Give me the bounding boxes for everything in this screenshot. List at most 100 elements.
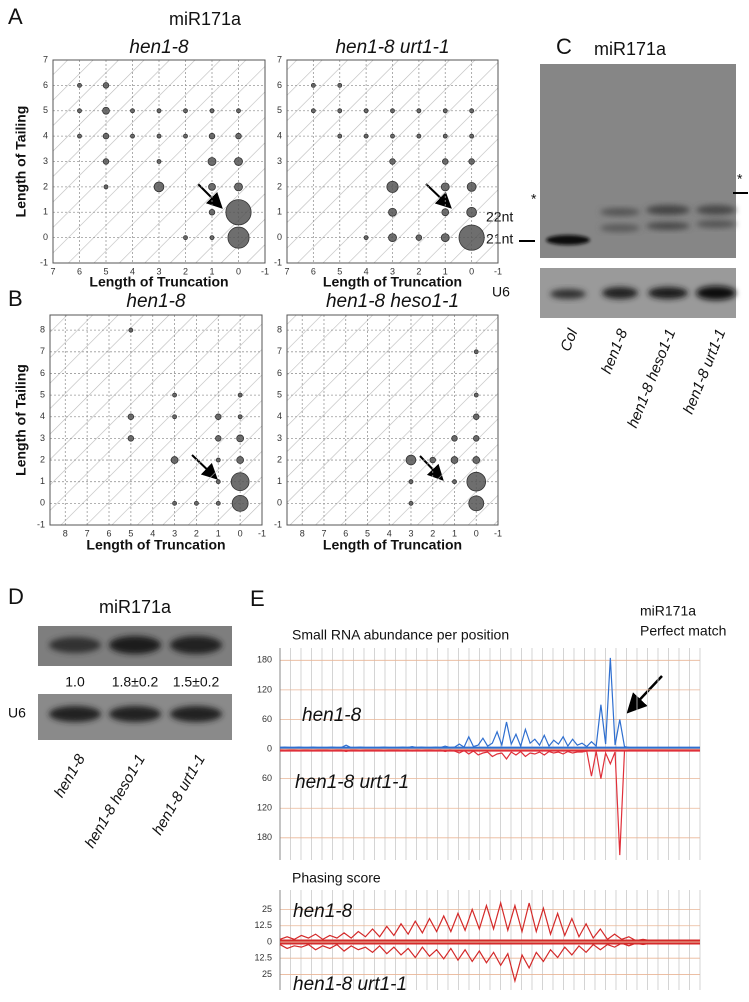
- x-tick-label: 1: [452, 528, 457, 538]
- bubble: [386, 180, 399, 193]
- y-tick-label: 7: [43, 54, 48, 64]
- annotation: miR171a: [640, 603, 696, 619]
- bubble: [442, 133, 448, 139]
- bubble: [194, 500, 199, 506]
- y-axis-label: Length of Tailing: [13, 364, 29, 476]
- bubble: [363, 108, 369, 114]
- band: [648, 287, 688, 299]
- plot: 25 12.5 0 12.5 25 hen1-8 hen1-8 urt1-1 Phasing …: [254, 870, 701, 995]
- series-line: [279, 749, 700, 856]
- plot: 8 7 6 5 4 3 2 1 0 -1 -1 0 1 2 3 4 5 6 7 8 hen1-8 Length of Tr…: [13, 291, 266, 553]
- bubble: [127, 435, 135, 442]
- bubble: [472, 456, 481, 464]
- plot-frame: [286, 59, 499, 264]
- y-tick-label: -1: [274, 519, 282, 529]
- y-tick-label: 6: [43, 80, 48, 90]
- bubble: [440, 182, 450, 192]
- bubble: [450, 456, 459, 464]
- bubble: [388, 233, 397, 243]
- bubble: [405, 454, 417, 466]
- bubble: [156, 159, 162, 164]
- y-tick-label: 25: [262, 904, 272, 914]
- x-tick-label: 3: [172, 528, 177, 538]
- series-label: hen1-8 urt1-1: [293, 974, 407, 995]
- band: [170, 636, 222, 654]
- bubble: [408, 500, 414, 506]
- y-tick-label: 12.5: [254, 920, 272, 930]
- x-tick-label: -1: [494, 528, 502, 538]
- bubble: [416, 108, 422, 114]
- x-tick-label: 5: [103, 266, 108, 276]
- x-tick-label: 4: [130, 266, 135, 276]
- x-axis-label: Length of Truncation: [86, 537, 225, 553]
- y-tick-label: 8: [277, 325, 282, 335]
- y-tick-label: 3: [277, 156, 282, 166]
- x-tick-label: 0: [474, 528, 479, 538]
- x-tick-label: 7: [50, 266, 55, 276]
- bubble: [234, 157, 243, 166]
- y-tick-label: -1: [40, 257, 48, 267]
- bubble: [215, 500, 221, 506]
- hatch: [50, 315, 262, 525]
- bubble: [416, 133, 422, 139]
- band: [546, 235, 590, 245]
- bubble: [236, 108, 241, 114]
- bubble: [310, 82, 316, 88]
- bubble: [237, 392, 243, 398]
- bubble: [441, 208, 450, 217]
- bubble: [183, 235, 188, 241]
- lane-label: Col: [557, 326, 581, 354]
- y-tick-label: 7: [277, 54, 282, 64]
- bubble: [440, 233, 450, 243]
- y-tick-label: 0: [267, 936, 272, 946]
- x-tick-label: 4: [150, 528, 155, 538]
- x-tick-label: 2: [194, 528, 199, 538]
- bubble: [170, 456, 179, 464]
- y-tick-label: 0: [43, 232, 48, 242]
- hatch: [287, 315, 498, 525]
- x-tick-label: 0: [236, 266, 241, 276]
- y-tick-label: -1: [274, 257, 282, 267]
- y-tick-label: 120: [257, 803, 272, 813]
- bubble: [473, 349, 479, 355]
- x-tick-label: 0: [469, 266, 474, 276]
- bubble: [156, 108, 162, 114]
- x-tick-label: 5: [337, 266, 342, 276]
- lane-label: hen1-8: [598, 326, 632, 376]
- y-tick-label: 5: [277, 105, 282, 115]
- bubble: [310, 108, 316, 114]
- quantification: 1.5±0.2: [173, 674, 220, 690]
- bubble: [215, 479, 221, 485]
- bubble: [183, 108, 188, 114]
- y-tick-label: 6: [40, 368, 45, 378]
- bubble: [103, 184, 109, 190]
- series-line: [279, 657, 700, 749]
- bubble: [128, 327, 134, 333]
- bubble: [363, 133, 369, 139]
- band: [696, 205, 736, 215]
- x-tick-label: 2: [430, 528, 435, 538]
- bubble: [215, 457, 221, 463]
- bubble: [469, 133, 475, 139]
- band: [109, 706, 161, 722]
- y-tick-label: 5: [40, 389, 45, 399]
- panel-label: D: [8, 584, 24, 609]
- band: [49, 706, 101, 722]
- plot: 7 6 5 4 3 2 1 0 -1 -1 0 1 2 3 4 5 6 7 hen1-8 Length of Trun…: [13, 37, 269, 290]
- bubble: [363, 235, 369, 241]
- bubble: [468, 158, 475, 165]
- bubble: [130, 133, 135, 139]
- bubble: [429, 456, 436, 464]
- x-tick-label: 7: [321, 528, 326, 538]
- x-tick-label: 2: [183, 266, 188, 276]
- bubble: [473, 413, 480, 420]
- blot-c: miR171a 22nt 21nt * * U6 Col hen1-8 hen1…: [486, 39, 748, 430]
- x-axis-label: Length of Truncation: [323, 274, 462, 290]
- chart-title: hen1-8 urt1-1: [335, 37, 449, 58]
- x-tick-label: 8: [63, 528, 68, 538]
- x-tick-label: 4: [364, 266, 369, 276]
- x-tick-label: 5: [365, 528, 370, 538]
- blot-title: miR171a: [594, 39, 667, 59]
- y-tick-label: 4: [40, 411, 45, 421]
- y-tick-label: 0: [277, 232, 282, 242]
